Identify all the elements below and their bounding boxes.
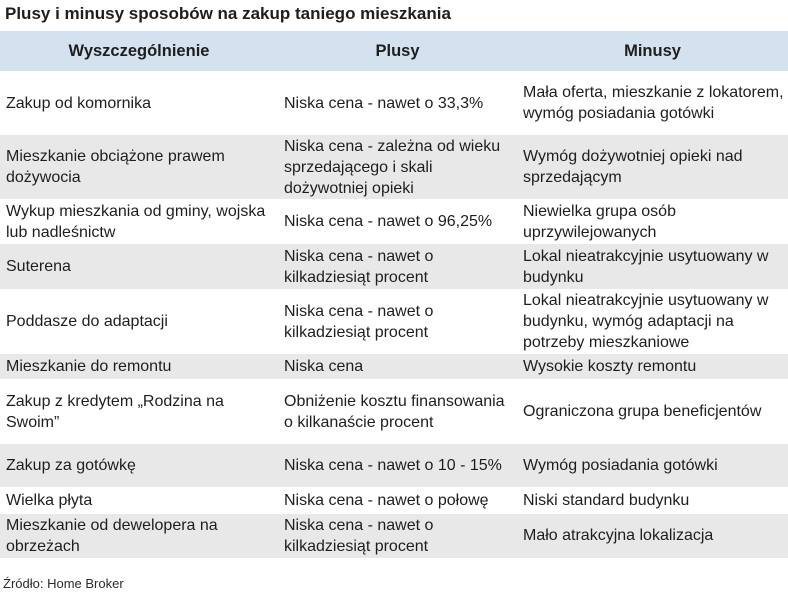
- row-cons: Wymóg dożywotniej opieki nad sprzedający…: [517, 134, 788, 200]
- column-header-pros: Plusy: [278, 31, 517, 72]
- row-label: Zakup od komornika: [0, 71, 278, 135]
- table-row: Mieszkanie do remontu Niska cena Wysokie…: [0, 353, 788, 380]
- row-pros: Niska cena - nawet o kilkadziesiąt proce…: [278, 243, 517, 290]
- row-label: Poddasze do adaptacji: [0, 289, 278, 354]
- row-label: Zakup z kredytem „Rodzina na Swoim”: [0, 379, 278, 444]
- row-label: Mieszkanie do remontu: [0, 353, 278, 380]
- row-label: Wykup mieszkania od gminy, wojska lub na…: [0, 199, 278, 244]
- table-row: Poddasze do adaptacji Niska cena - nawet…: [0, 289, 788, 354]
- row-pros: Obniżenie kosztu finansowania o kilkanaś…: [278, 379, 517, 444]
- table-title: Plusy i minusy sposobów na zakup taniego…: [5, 4, 451, 23]
- row-cons: Mała oferta, mieszkanie z lokatorem, wym…: [517, 71, 788, 135]
- row-cons: Wymóg posiadania gotówki: [517, 443, 788, 488]
- row-pros: Niska cena - nawet o 33,3%: [278, 71, 517, 135]
- row-cons: Niski standard budynku: [517, 487, 788, 514]
- row-cons: Wysokie koszty remontu: [517, 353, 788, 380]
- comparison-table-container: Wyszczególnienie Plusy Minusy Zakup od k…: [0, 31, 788, 558]
- row-cons: Niewielka grupa osób uprzywilejowanych: [517, 199, 788, 244]
- row-pros: Niska cena - nawet o 10 - 15%: [278, 443, 517, 488]
- table-row: Zakup z kredytem „Rodzina na Swoim” Obni…: [0, 379, 788, 444]
- row-cons: Lokal nieatrakcyjnie usytuowany w budynk…: [517, 243, 788, 290]
- row-pros: Niska cena - zależna od wieku sprzedając…: [278, 134, 517, 200]
- table-row: Suterena Niska cena - nawet o kilkadzies…: [0, 243, 788, 290]
- comparison-table: Wyszczególnienie Plusy Minusy Zakup od k…: [0, 31, 788, 558]
- row-pros: Niska cena - nawet o połowę: [278, 487, 517, 514]
- row-label: Zakup za gotówkę: [0, 443, 278, 488]
- column-header-item: Wyszczególnienie: [0, 31, 278, 72]
- row-pros: Niska cena - nawet o kilkadziesiąt proce…: [278, 513, 517, 558]
- table-row: Wykup mieszkania od gminy, wojska lub na…: [0, 199, 788, 244]
- row-label: Suterena: [0, 243, 278, 290]
- row-pros: Niska cena: [278, 353, 517, 380]
- row-cons: Lokal nieatrakcyjnie usytuowany w budynk…: [517, 289, 788, 354]
- row-cons: Mało atrakcyjna lokalizacja: [517, 513, 788, 558]
- row-pros: Niska cena - nawet o kilkadziesiąt proce…: [278, 289, 517, 354]
- table-row: Mieszkanie obciążone prawem dożywocia Ni…: [0, 134, 788, 200]
- table-row: Wielka płyta Niska cena - nawet o połowę…: [0, 487, 788, 514]
- table-header-row: Wyszczególnienie Plusy Minusy: [0, 31, 788, 72]
- table-row: Zakup za gotówkę Niska cena - nawet o 10…: [0, 443, 788, 488]
- row-label: Wielka płyta: [0, 487, 278, 514]
- column-header-cons: Minusy: [517, 31, 788, 72]
- row-label: Mieszkanie od dewelopera na obrzeżach: [0, 513, 278, 558]
- row-label: Mieszkanie obciążone prawem dożywocia: [0, 134, 278, 200]
- row-cons: Ograniczona grupa beneficjentów: [517, 379, 788, 444]
- table-row: Zakup od komornika Niska cena - nawet o …: [0, 71, 788, 135]
- table-row: Mieszkanie od dewelopera na obrzeżach Ni…: [0, 513, 788, 558]
- row-pros: Niska cena - nawet o 96,25%: [278, 199, 517, 244]
- source-note: Źródło: Home Broker: [3, 576, 124, 591]
